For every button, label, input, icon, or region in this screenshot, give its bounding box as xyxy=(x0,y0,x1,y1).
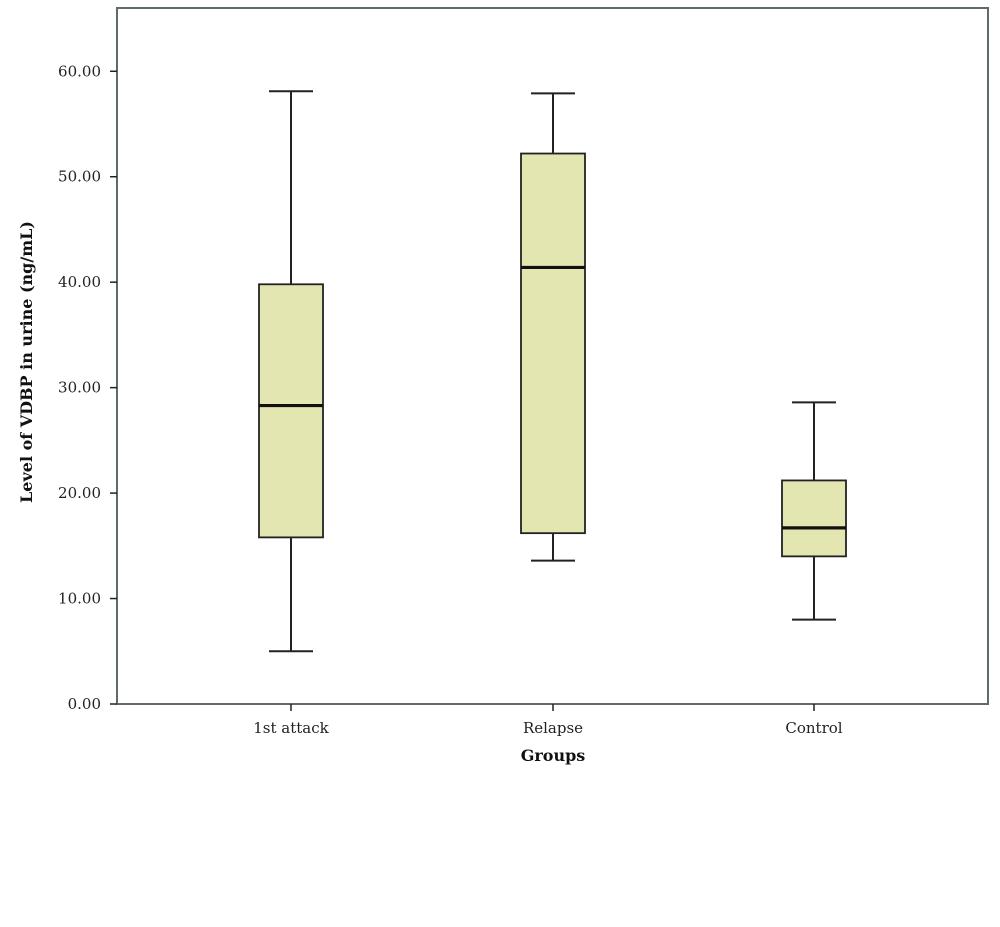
x-tick-label: Relapse xyxy=(523,719,583,737)
y-tick-label: 0.00 xyxy=(68,695,101,713)
box-group xyxy=(781,401,847,621)
y-tick-label: 60.00 xyxy=(58,62,101,80)
y-tick-label: 10.00 xyxy=(58,590,101,608)
iqr-box xyxy=(520,152,586,535)
x-tick-label: 1st attack xyxy=(253,719,329,737)
y-tick-label: 20.00 xyxy=(58,484,101,502)
y-tick-label: 40.00 xyxy=(58,273,101,291)
iqr-box xyxy=(258,283,324,539)
y-axis-title: Level of VDBP in urine (ng/mL) xyxy=(17,221,36,503)
x-tick-label: Control xyxy=(785,719,842,737)
x-axis-title: Groups xyxy=(521,746,586,765)
box-group xyxy=(520,92,586,562)
box-group xyxy=(258,90,324,653)
x-axis: 1st attack Relapse Control xyxy=(253,704,843,737)
y-tick-label: 30.00 xyxy=(58,379,101,397)
y-axis: 0.00 10.00 20.00 30.00 40.00 50.00 60.00 xyxy=(58,62,117,713)
iqr-box xyxy=(781,479,847,558)
y-tick-label: 50.00 xyxy=(58,168,101,186)
box-series xyxy=(258,90,847,653)
